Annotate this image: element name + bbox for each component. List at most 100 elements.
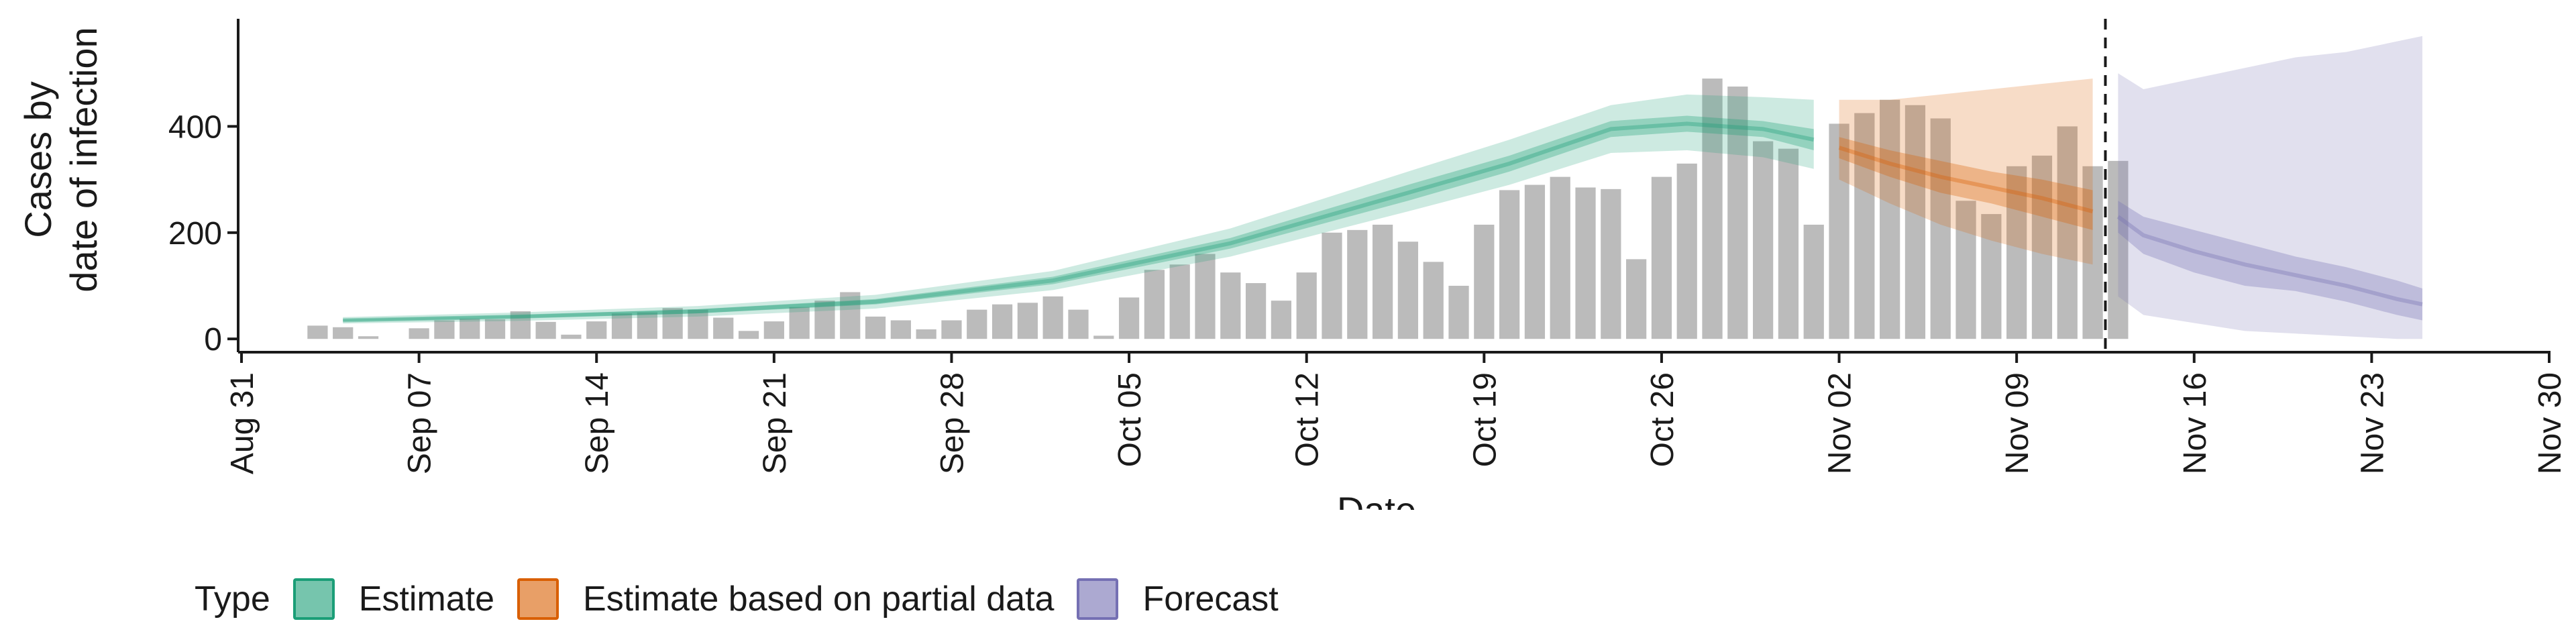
legend-item-partial: Estimate based on partial data (517, 578, 1054, 620)
bar (307, 325, 328, 339)
legend-label-estimate: Estimate (358, 580, 495, 619)
legend-label-partial: Estimate based on partial data (583, 580, 1055, 619)
band-inner-partial (1839, 137, 2093, 230)
bar (1144, 270, 1165, 339)
bar (358, 336, 379, 339)
bar (409, 328, 429, 339)
bar (1601, 189, 1621, 339)
x-tick-label-13: Nov 30 (2532, 372, 2568, 474)
bar (1093, 335, 1114, 339)
bar (1448, 286, 1469, 339)
chart: 0 200 400 Aug 31 Sep 07 Sep 14 Sep 21 Sep 28 Oc… (17, 19, 2568, 510)
bar (1271, 301, 1292, 339)
band-outer-estimate (343, 94, 1814, 324)
legend-label-forecast: Forecast (1142, 580, 1279, 619)
estimate-bands (343, 36, 2423, 339)
bar (2108, 160, 2129, 339)
bar (890, 320, 911, 339)
bar (662, 308, 683, 339)
x-tick-label-2: Sep 14 (580, 372, 615, 474)
band-outer-forecast (2118, 36, 2422, 339)
bar (2006, 166, 2027, 339)
bar (434, 320, 455, 339)
bar (1042, 296, 1063, 339)
x-tick-label-10: Nov 09 (2000, 372, 2035, 474)
bar (611, 313, 633, 339)
band-outer-partial (1839, 78, 2093, 265)
bar (1854, 113, 1875, 339)
bar (738, 331, 759, 339)
x-tick-label-1: Sep 07 (402, 372, 438, 474)
bar (1169, 264, 1190, 339)
bar (510, 311, 531, 339)
bar (688, 309, 708, 339)
bar (1372, 224, 1393, 339)
bar (535, 321, 556, 339)
x-tick-label-9: Nov 02 (1823, 372, 1858, 474)
y-tick-label-200: 200 (168, 216, 222, 252)
bar (484, 319, 506, 339)
bar (561, 334, 582, 339)
bar (991, 304, 1013, 339)
bar (1296, 272, 1317, 339)
bar (2082, 166, 2103, 339)
median-line-estimate (343, 121, 1815, 323)
x-axis-label: Date (1337, 489, 1416, 510)
bar (1981, 214, 2002, 339)
bar (1068, 309, 1089, 339)
bar (1829, 123, 1849, 339)
bar (637, 312, 657, 339)
bar (1322, 232, 1342, 339)
x-tick-label-7: Oct 19 (1467, 372, 1503, 467)
bar (1904, 105, 1926, 339)
bar (1245, 283, 1267, 339)
x-tick-label-12: Nov 23 (2355, 372, 2390, 474)
legend-item-forecast: Forecast (1077, 578, 1279, 620)
bar (1575, 187, 1596, 339)
bar (1423, 262, 1444, 339)
bar (1220, 272, 1241, 339)
bar (1550, 176, 1570, 339)
bar (1803, 224, 1824, 339)
bar (1474, 224, 1495, 339)
y-axis-ticks: 0 200 400 (168, 109, 238, 358)
median-line-forecast (2116, 215, 2423, 307)
y-axis-label-line-2: date of infection (62, 27, 105, 292)
x-tick-label-0: Aug 31 (225, 372, 260, 474)
bar (941, 320, 962, 339)
bar (1626, 259, 1647, 339)
bar (967, 309, 987, 339)
legend-key-partial (517, 578, 559, 620)
bar (586, 321, 607, 339)
bar (916, 329, 936, 339)
bar (2031, 155, 2053, 339)
bar (1753, 141, 1774, 339)
bar (1017, 303, 1038, 339)
bar (763, 321, 784, 339)
bar (2057, 126, 2078, 339)
bar (1651, 176, 1672, 339)
bar (1524, 184, 1546, 339)
band-inner-forecast (2118, 201, 2422, 321)
bar (333, 327, 354, 339)
x-tick-label-4: Sep 28 (934, 372, 970, 474)
legend: Type Estimate Estimate based on partial … (195, 576, 1301, 623)
bar (1195, 254, 1216, 339)
reported-cases-bars (307, 78, 2129, 339)
bar (814, 301, 835, 339)
bar (1955, 201, 1976, 339)
bar (840, 292, 861, 339)
bar (789, 307, 810, 339)
bar (713, 317, 734, 339)
median-line-partial (1838, 146, 2094, 214)
x-tick-label-11: Nov 16 (2178, 372, 2213, 474)
bar (1778, 148, 1799, 339)
bar (1930, 118, 1951, 339)
bar (1676, 163, 1697, 339)
x-axis-ticks: Aug 31 Sep 07 Sep 14 Sep 21 Sep 28 Oct 05 Oct … (225, 352, 2568, 474)
bar (1702, 78, 1723, 339)
bar (460, 319, 480, 339)
x-tick-label-3: Sep 21 (757, 372, 793, 474)
bar (1727, 87, 1748, 339)
bar (1347, 229, 1368, 339)
